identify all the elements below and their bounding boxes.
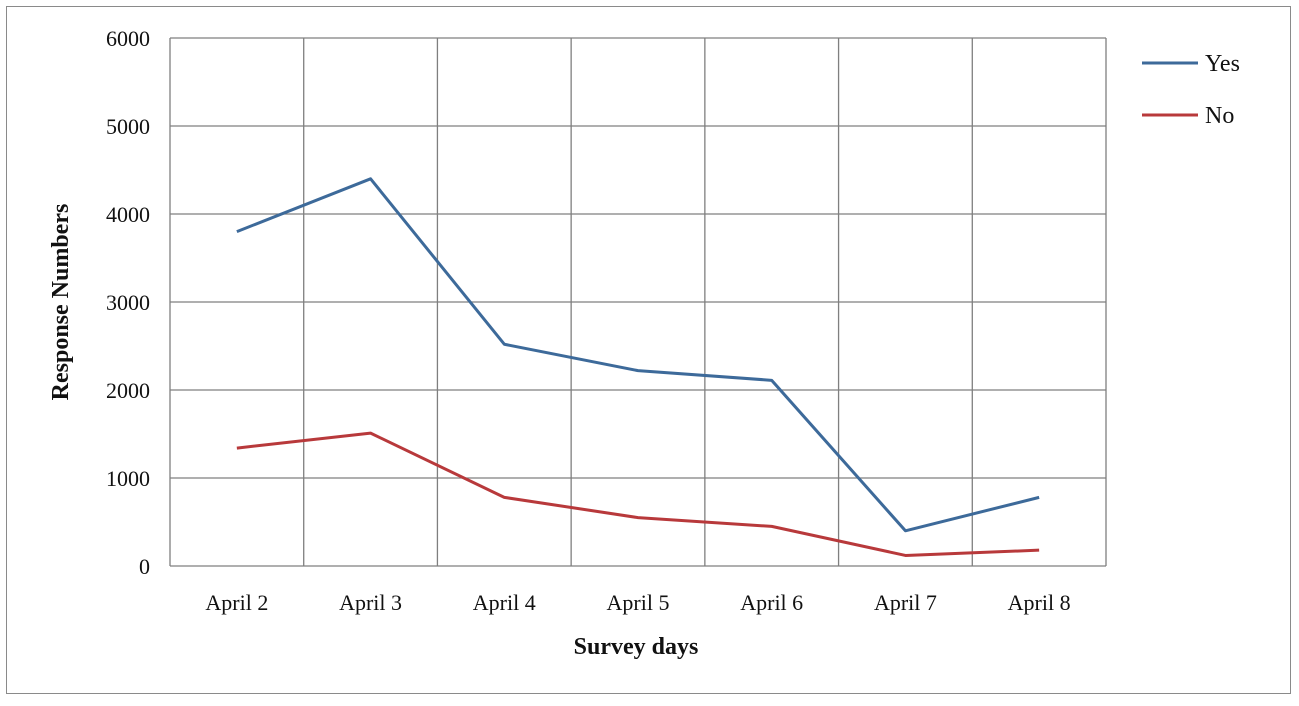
x-tick-labels: April 2 April 3 April 4 April 5 April 6 April… [205, 590, 1070, 615]
y-tick-label: 3000 [106, 290, 150, 315]
chart-frame [6, 6, 1291, 694]
y-tick-label: 4000 [106, 202, 150, 227]
x-tick-label: April 6 [740, 590, 803, 615]
legend: Yes No [1142, 51, 1240, 129]
x-tick-label: April 3 [339, 590, 402, 615]
x-tick-label: April 2 [205, 590, 268, 615]
legend-label-no: No [1205, 103, 1234, 129]
y-tick-label: 5000 [106, 114, 150, 139]
y-axis-title: Response Numbers [48, 204, 74, 401]
series-line-no [236, 431, 1040, 557]
y-tick-label: 6000 [106, 26, 150, 51]
x-tick-label: April 5 [607, 590, 670, 615]
y-tick-label: 1000 [106, 466, 150, 491]
x-tick-label: April 7 [874, 590, 937, 615]
x-tick-label: April 4 [473, 590, 536, 615]
grid [169, 37, 1107, 567]
y-tick-labels: 0 1000 2000 3000 4000 5000 6000 [106, 26, 150, 579]
y-tick-label: 0 [139, 554, 150, 579]
x-tick-label: April 8 [1008, 590, 1071, 615]
series-line-yes [236, 177, 1040, 533]
y-tick-label: 2000 [106, 378, 150, 403]
series-lines [236, 177, 1040, 557]
x-axis-title: Survey days [574, 634, 699, 660]
legend-label-yes: Yes [1205, 51, 1240, 77]
